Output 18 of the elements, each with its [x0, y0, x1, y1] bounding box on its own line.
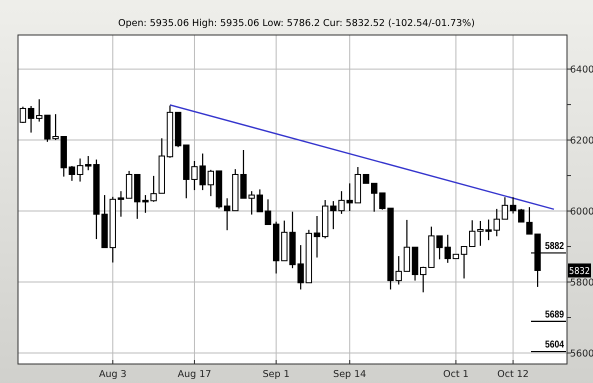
text: 5832 — [569, 266, 593, 277]
x-tick-label: Oct 1 — [443, 369, 469, 380]
x-tick-label: Oct 12 — [497, 369, 529, 380]
ref-line-label: 5604 — [545, 340, 568, 351]
x-tick-label: Sep 14 — [333, 369, 366, 380]
ref-line-label: 5882 — [545, 240, 568, 252]
candlestick — [142, 194, 149, 214]
candlestick — [314, 215, 320, 258]
x-tick-label: Aug 17 — [178, 369, 212, 380]
candlestick — [191, 160, 198, 191]
candlestick — [240, 149, 247, 199]
ref-line-label: 5689 — [545, 309, 568, 320]
candlestick — [264, 198, 272, 226]
candlestick — [436, 235, 443, 260]
x-tick-label: Aug 3 — [98, 369, 127, 380]
candlestick — [338, 190, 345, 214]
chart-subtitle: Open: 5935.06 High: 5935.06 Low: 5786.2 Cur: 5832.52 (-102.54/-01.73%) — [118, 18, 475, 29]
x-tick-label: Sep 1 — [262, 369, 290, 380]
